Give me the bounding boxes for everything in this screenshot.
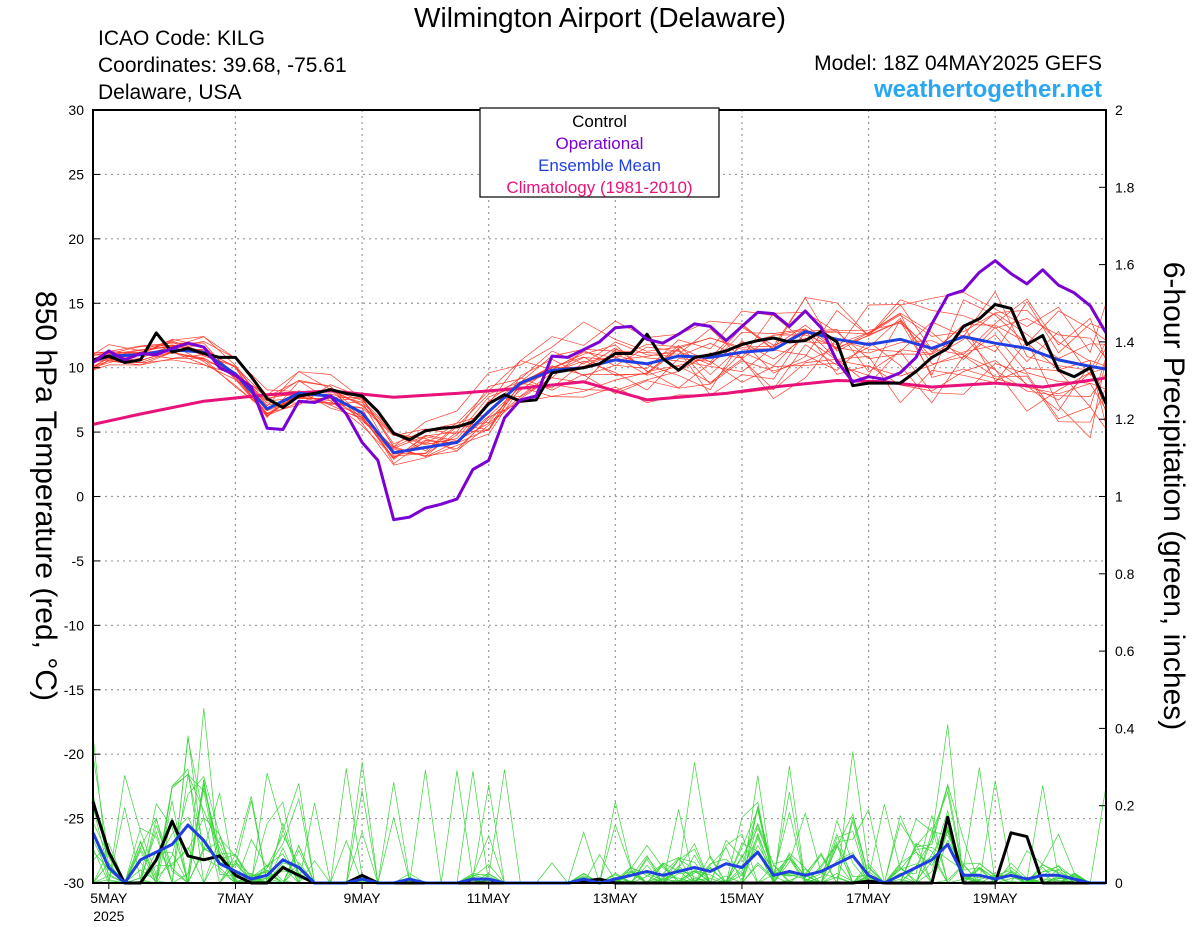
y-tick-label: -25 xyxy=(64,811,84,827)
precip-member-line xyxy=(92,735,1106,885)
x-tick-label: 5MAY xyxy=(90,890,128,906)
y2-tick-label: 1.2 xyxy=(1115,411,1135,427)
legend-item: Control xyxy=(572,112,627,131)
right-axis-label: 6-hour Precipitation (green, inches) xyxy=(1157,262,1190,731)
precip-member-line xyxy=(92,738,1106,884)
temperature-operational-line xyxy=(92,259,1108,522)
y-tick-label: 20 xyxy=(68,231,84,247)
model-run-label: Model: 18Z 04MAY2025 GEFS xyxy=(814,52,1102,75)
y2-tick-label: 1.8 xyxy=(1115,179,1135,195)
y-tick-label: 25 xyxy=(68,166,84,182)
y-tick-label: -20 xyxy=(64,746,84,762)
y-tick-label: -5 xyxy=(72,553,85,569)
y2-tick-label: 0.2 xyxy=(1115,798,1135,814)
x-tick-label: 9MAY xyxy=(344,890,382,906)
y-tick-label: 30 xyxy=(68,102,84,118)
region-label: Delaware, USA xyxy=(98,81,242,104)
y2-tick-label: 0.4 xyxy=(1115,720,1135,736)
precip-member-line xyxy=(92,782,1106,885)
x-year-label: 2025 xyxy=(93,908,124,924)
x-tick-label: 15MAY xyxy=(720,890,766,906)
x-tick-label: 7MAY xyxy=(217,890,255,906)
legend: Control Operational Ensemble Mean Climatolo… xyxy=(479,107,720,198)
y-tick-label: 10 xyxy=(68,360,84,376)
y-tick-label: 0 xyxy=(76,489,84,505)
y-tick-label: 5 xyxy=(76,424,84,440)
x-tick-label: 17MAY xyxy=(846,890,892,906)
y2-tick-label: 0.6 xyxy=(1115,643,1135,659)
icao-code: ICAO Code: KILG xyxy=(98,27,265,50)
y-tick-label: -10 xyxy=(64,617,84,633)
legend-item: Ensemble Mean xyxy=(538,156,661,175)
left-axis-label: 850 hPa Temperature (red, °C) xyxy=(29,291,62,701)
y2-tick-label: 0.8 xyxy=(1115,566,1135,582)
axis-layer: 302520151050-5-10-15-20-25-3021.81.61.41… xyxy=(64,102,1135,924)
grid-layer xyxy=(93,110,1106,883)
x-tick-label: 19MAY xyxy=(973,890,1019,906)
site-name: weathertogether.net xyxy=(873,76,1102,103)
x-tick-label: 11MAY xyxy=(467,890,511,906)
temperature-member-line xyxy=(92,321,1107,448)
legend-item: Climatology (1981-2010) xyxy=(506,178,692,197)
y2-tick-label: 0 xyxy=(1115,875,1123,891)
y2-tick-label: 2 xyxy=(1115,102,1123,118)
temperature-member-line xyxy=(92,313,1107,452)
y-tick-label: -30 xyxy=(64,875,84,891)
legend-box xyxy=(479,107,720,198)
precip-member-line xyxy=(92,762,1106,884)
precip-member-line xyxy=(92,735,1106,884)
temperature-member-line xyxy=(92,312,1107,449)
x-tick-label: 13MAY xyxy=(593,890,639,906)
temperature-climatology-1981-2010-line xyxy=(92,376,1107,426)
y2-tick-label: 1 xyxy=(1115,489,1123,505)
temperature-control-line xyxy=(92,303,1108,442)
coordinates: Coordinates: 39.68, -75.61 xyxy=(98,54,347,77)
legend-item: Operational xyxy=(556,134,644,153)
y2-tick-label: 1.4 xyxy=(1115,334,1135,350)
temperature-member-line xyxy=(92,317,1107,448)
y-tick-label: 15 xyxy=(68,295,84,311)
y-tick-label: -15 xyxy=(64,682,84,698)
chart-title: Wilmington Airport (Delaware) xyxy=(414,2,786,33)
y2-tick-label: 1.6 xyxy=(1115,257,1135,273)
